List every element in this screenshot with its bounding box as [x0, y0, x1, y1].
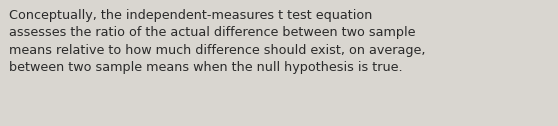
Text: Conceptually, the independent-measures t test equation
assesses the ratio of the: Conceptually, the independent-measures t…	[9, 9, 425, 74]
